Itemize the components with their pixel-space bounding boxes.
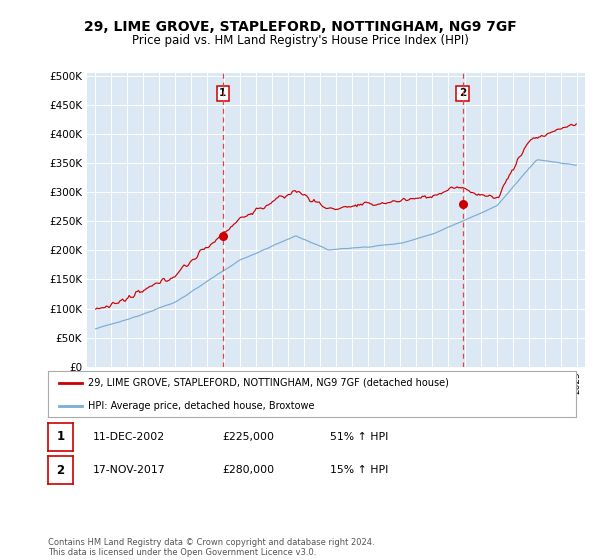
Text: 11-DEC-2002: 11-DEC-2002 [93,432,165,442]
Text: £280,000: £280,000 [222,465,274,475]
Text: 15% ↑ HPI: 15% ↑ HPI [330,465,388,475]
Text: £225,000: £225,000 [222,432,274,442]
Text: HPI: Average price, detached house, Broxtowe: HPI: Average price, detached house, Brox… [88,401,314,410]
Text: 51% ↑ HPI: 51% ↑ HPI [330,432,388,442]
Text: 29, LIME GROVE, STAPLEFORD, NOTTINGHAM, NG9 7GF: 29, LIME GROVE, STAPLEFORD, NOTTINGHAM, … [83,20,517,34]
Text: 2: 2 [459,88,466,98]
Text: 29, LIME GROVE, STAPLEFORD, NOTTINGHAM, NG9 7GF (detached house): 29, LIME GROVE, STAPLEFORD, NOTTINGHAM, … [88,378,448,388]
Text: 2: 2 [56,464,65,477]
Text: 17-NOV-2017: 17-NOV-2017 [93,465,166,475]
Text: Price paid vs. HM Land Registry's House Price Index (HPI): Price paid vs. HM Land Registry's House … [131,34,469,46]
Text: Contains HM Land Registry data © Crown copyright and database right 2024.
This d: Contains HM Land Registry data © Crown c… [48,538,374,557]
Text: 1: 1 [219,88,226,98]
Text: 1: 1 [56,430,65,444]
